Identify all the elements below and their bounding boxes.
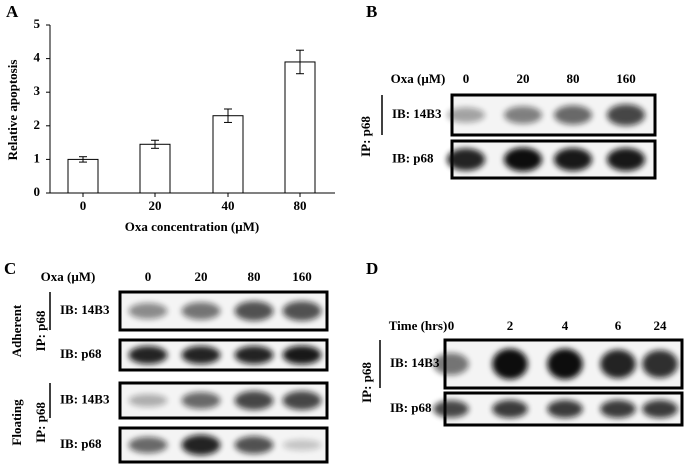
band — [234, 391, 274, 410]
band — [282, 439, 322, 451]
lane-label: 20 — [517, 71, 530, 86]
group-label: Floating — [9, 399, 24, 446]
band — [282, 345, 322, 365]
lane-label: 24 — [654, 318, 668, 333]
row-label: IB: 14B3 — [390, 355, 440, 370]
band — [553, 148, 593, 171]
x-axis-label: Oxa concentration (μM) — [125, 219, 259, 234]
y-axis-label: Relative apoptosis — [5, 60, 20, 161]
row-label: IB: p68 — [60, 346, 102, 361]
band — [433, 352, 469, 376]
y-tick-label: 1 — [34, 150, 41, 165]
row-label: IB: p68 — [390, 400, 432, 415]
band — [181, 392, 221, 409]
lane-label: 80 — [567, 71, 580, 86]
panel-label: C — [4, 259, 16, 278]
bar — [212, 115, 244, 194]
band — [234, 346, 274, 364]
y-tick-label: 2 — [34, 117, 41, 132]
row-label: IB: p68 — [60, 436, 102, 451]
band — [503, 106, 543, 124]
bar — [67, 158, 99, 194]
lane-label: 80 — [248, 269, 261, 284]
band — [547, 400, 583, 418]
band — [446, 148, 486, 171]
y-tick-label: 3 — [34, 83, 41, 98]
ip-label: IP: p68 — [358, 116, 373, 157]
band — [128, 436, 168, 454]
lane-label: 160 — [292, 269, 312, 284]
condition-label: Oxa (μM) — [391, 71, 446, 86]
band — [600, 349, 636, 379]
band — [282, 391, 322, 410]
lane-label: 0 — [448, 318, 455, 333]
band — [503, 147, 543, 172]
band — [433, 400, 469, 418]
x-tick-label: 0 — [80, 198, 87, 213]
y-tick-label: 0 — [34, 184, 41, 199]
band — [128, 303, 168, 319]
band — [282, 301, 322, 321]
panel-label: B — [366, 2, 377, 21]
band — [642, 400, 678, 418]
row-label: IB: 14B3 — [60, 302, 110, 317]
lane-label: 0 — [145, 269, 152, 284]
row-label: IB: p68 — [392, 150, 434, 165]
band — [492, 400, 528, 418]
x-tick-label: 20 — [149, 198, 162, 213]
ip-label: IP: p68 — [33, 310, 48, 351]
lane-label: 160 — [616, 71, 636, 86]
lane-label: 0 — [463, 71, 470, 86]
lane-label: 2 — [507, 318, 514, 333]
band — [128, 394, 168, 407]
band — [128, 346, 168, 364]
row-label: IB: 14B3 — [60, 391, 110, 406]
y-tick-label: 4 — [34, 50, 41, 65]
band — [600, 400, 636, 418]
band — [606, 104, 646, 126]
lane-label: 20 — [195, 269, 208, 284]
ip-label: IP: p68 — [33, 402, 48, 443]
condition-label: Time (hrs) — [389, 318, 448, 333]
bar — [139, 143, 171, 194]
lane-label: 4 — [562, 318, 569, 333]
band — [642, 350, 678, 378]
bar — [284, 61, 316, 194]
band — [181, 302, 221, 320]
x-tick-label: 80 — [294, 198, 307, 213]
condition-label: Oxa (μM) — [41, 269, 96, 284]
lane-label: 6 — [615, 318, 622, 333]
ip-label: IP: p68 — [359, 362, 374, 403]
panel-label: D — [366, 259, 378, 278]
band — [547, 348, 583, 380]
y-tick-label: 5 — [34, 16, 41, 31]
band — [234, 436, 274, 454]
row-label: IB: 14B3 — [392, 106, 442, 121]
panel-label: A — [6, 2, 19, 21]
band — [234, 301, 274, 321]
band — [553, 105, 593, 125]
band — [492, 348, 528, 380]
band — [446, 107, 486, 123]
band — [181, 434, 221, 456]
x-tick-label: 40 — [222, 198, 235, 213]
band — [606, 148, 646, 171]
band — [181, 346, 221, 364]
group-label: Adherent — [9, 304, 24, 357]
